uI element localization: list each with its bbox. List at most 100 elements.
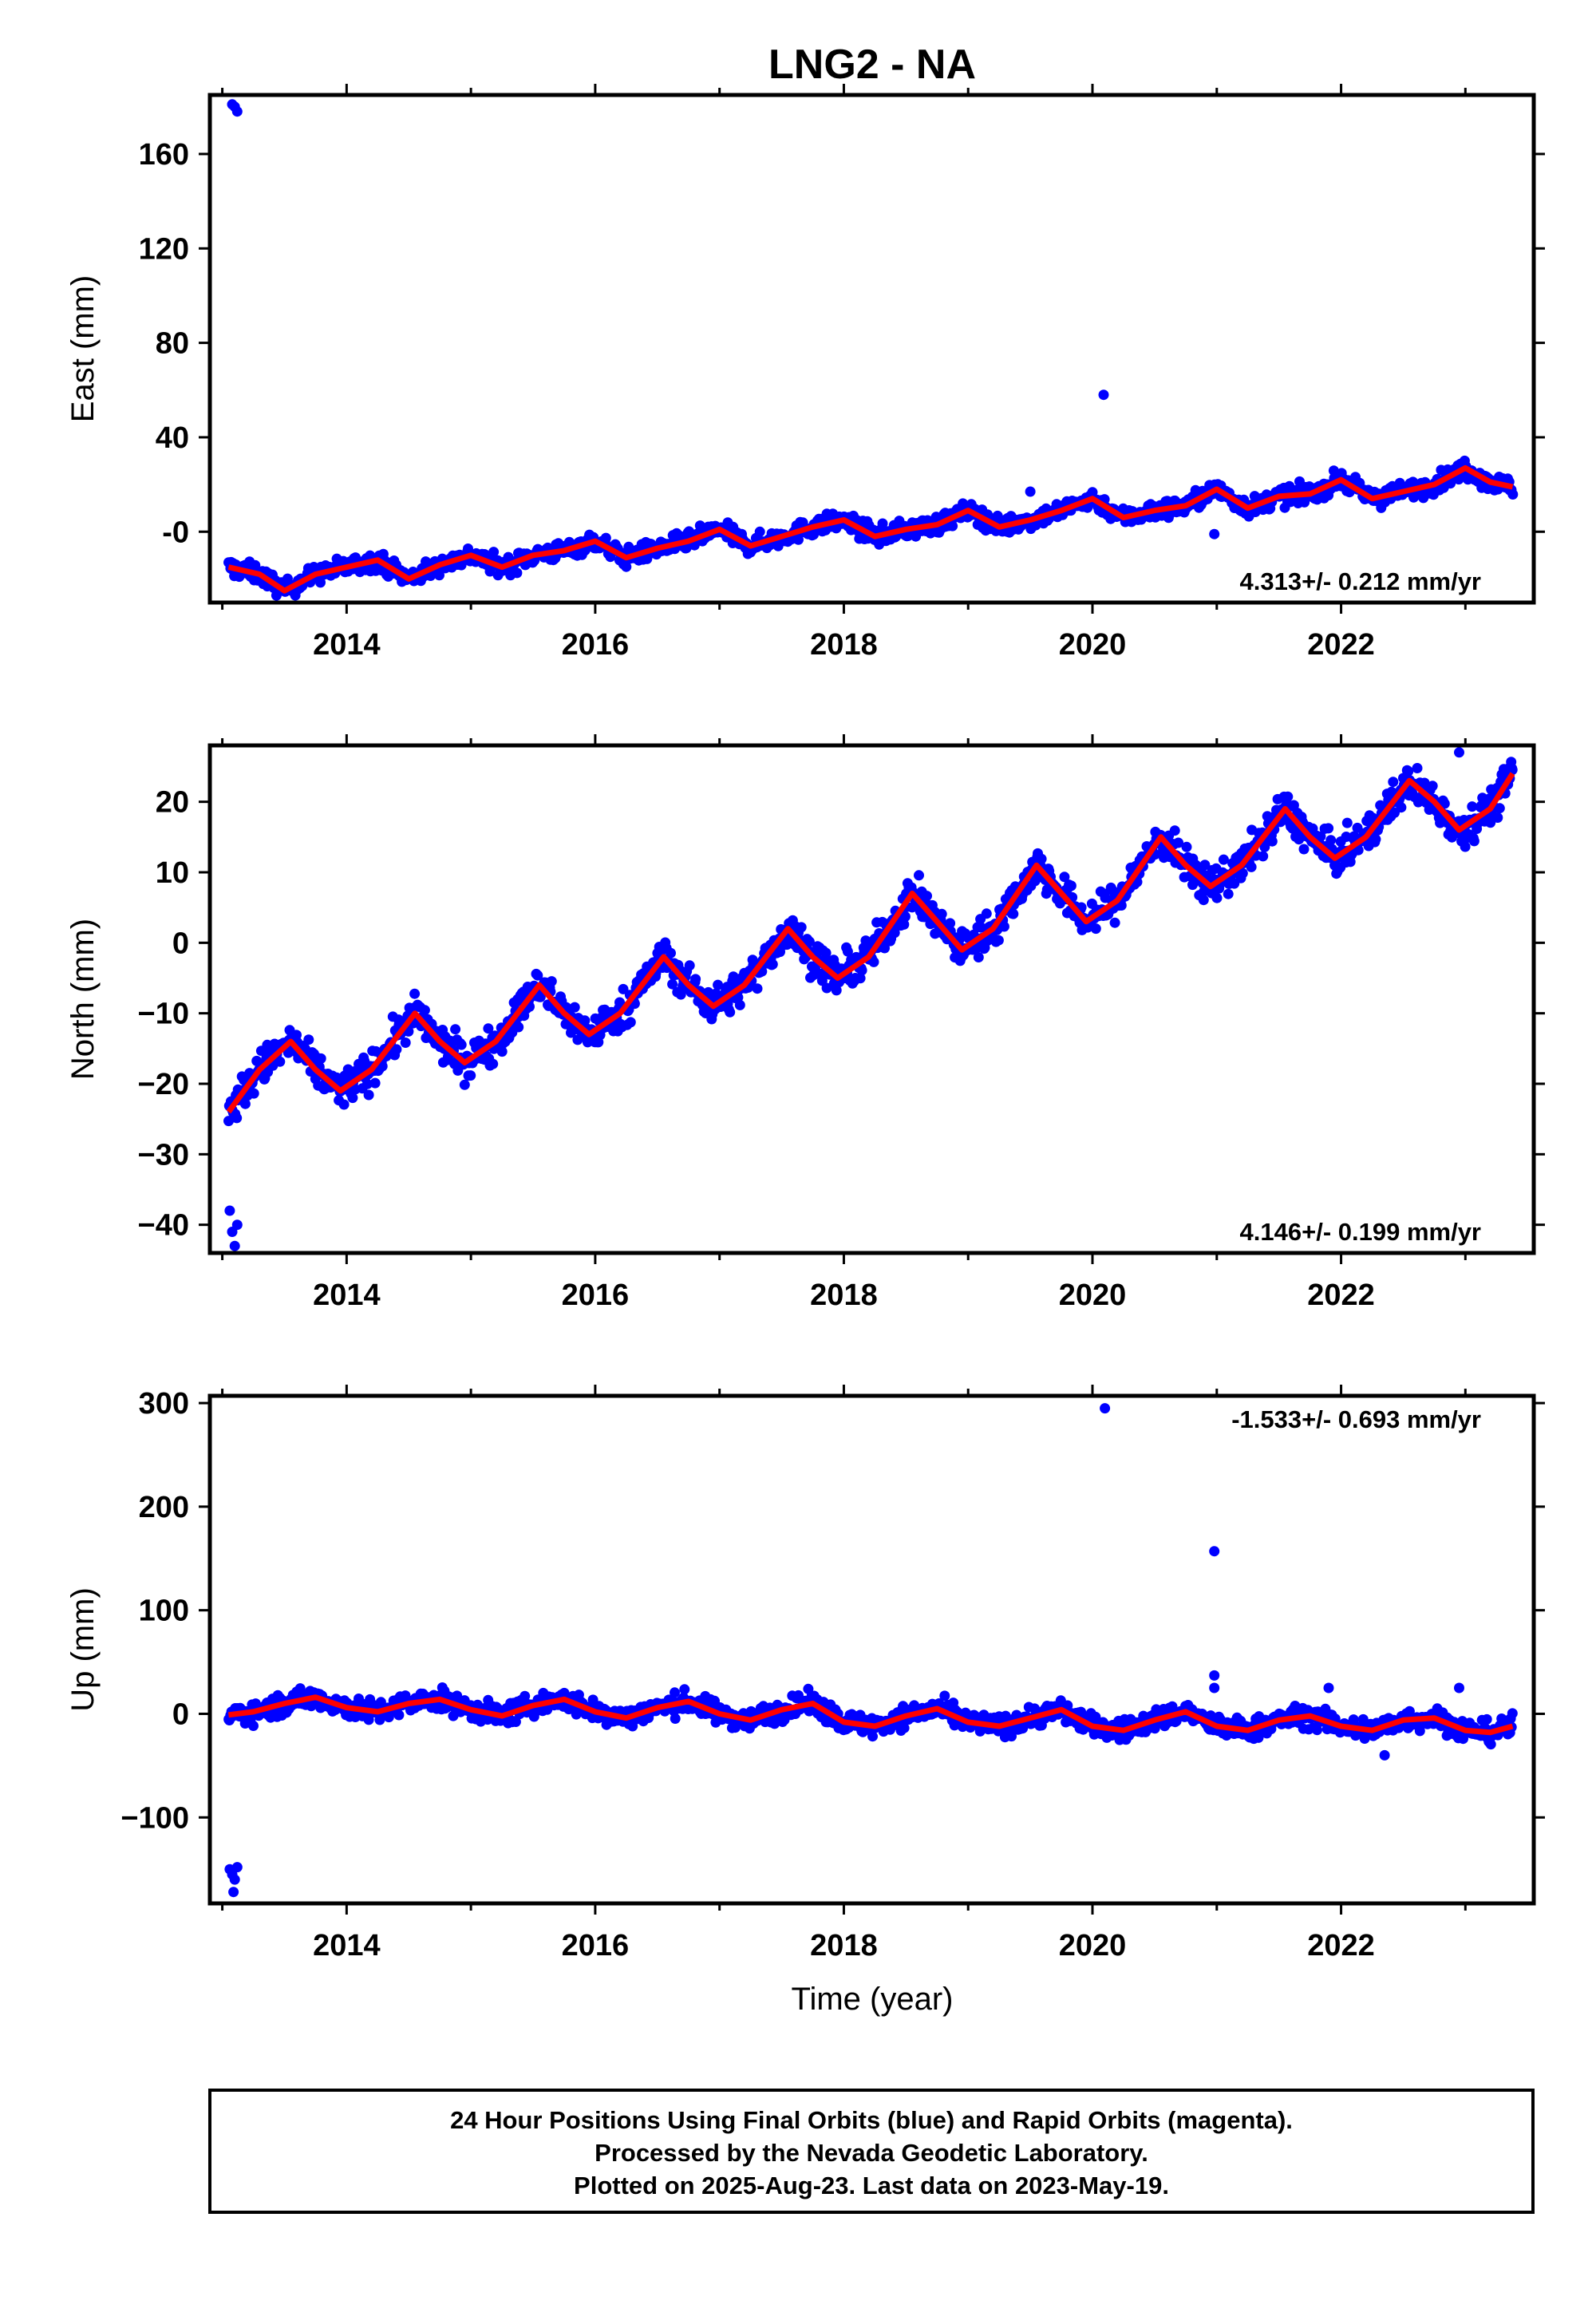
- data-point: [947, 520, 958, 532]
- x-tick-label: 2014: [313, 1279, 381, 1312]
- data-point: [831, 985, 842, 996]
- data-point: [1460, 841, 1471, 852]
- outlier-point: [1209, 1682, 1220, 1694]
- outlier-point: [229, 1874, 240, 1885]
- outlier-point: [229, 1240, 240, 1251]
- data-point: [1258, 851, 1269, 862]
- data-point: [488, 1058, 499, 1069]
- outlier-point: [1209, 528, 1220, 539]
- data-point: [679, 1684, 690, 1695]
- data-point: [1211, 892, 1223, 903]
- data-point: [1403, 766, 1414, 777]
- east-panel: -0 40 80 120 160 2014 2016 2018 2020 2022 East (mm…: [65, 84, 1545, 662]
- velocity-rate-label: -1.533+/- 0.693 mm/yr: [1231, 1405, 1481, 1433]
- data-points: [223, 1403, 1518, 1898]
- data-point: [1325, 835, 1337, 846]
- data-point: [670, 1713, 681, 1724]
- y-axis-label: Up (mm): [65, 1587, 101, 1712]
- x-tick-label: 2020: [1059, 1279, 1127, 1312]
- data-point: [1353, 844, 1364, 856]
- data-point: [239, 1098, 251, 1109]
- data-point: [338, 1099, 350, 1110]
- outlier-point: [231, 1862, 243, 1873]
- data-point: [1006, 1731, 1017, 1742]
- data-point: [1412, 763, 1423, 773]
- data-point: [889, 927, 900, 939]
- y-tick-label: −40: [138, 1209, 189, 1243]
- data-point: [618, 983, 629, 994]
- data-point: [488, 547, 500, 558]
- data-point: [1370, 834, 1381, 845]
- data-point: [976, 922, 986, 933]
- outlier-point: [1454, 1682, 1464, 1694]
- outlier-point: [231, 1219, 243, 1231]
- data-point: [456, 1039, 467, 1050]
- data-point: [939, 1690, 950, 1701]
- x-tick-label: 2018: [810, 1929, 878, 1962]
- data-point: [571, 1709, 582, 1720]
- data-point: [998, 921, 1009, 932]
- x-tick-label: 2018: [810, 628, 878, 662]
- y-tick-label: -0: [162, 516, 189, 549]
- data-point: [510, 1717, 521, 1727]
- velocity-rate-label: 4.146+/- 0.199 mm/yr: [1240, 1218, 1481, 1246]
- data-point: [690, 974, 701, 985]
- y-tick-label: 10: [156, 856, 189, 890]
- footer-box: 24 Hour Positions Using Final Orbits (bl…: [208, 2089, 1535, 2214]
- y-tick-label: −100: [120, 1801, 189, 1835]
- plot-area: [223, 747, 1518, 1251]
- data-point: [973, 952, 984, 962]
- data-point: [391, 1044, 402, 1055]
- data-point: [393, 1709, 405, 1721]
- plot-area: [223, 99, 1519, 601]
- data-point: [1341, 817, 1353, 828]
- y-tick-label: 160: [139, 138, 189, 172]
- data-point: [993, 935, 1004, 946]
- y-tick-label: 80: [156, 327, 189, 361]
- data-point: [981, 908, 992, 919]
- x-tick-label: 2020: [1059, 1929, 1127, 1962]
- data-point: [860, 935, 871, 947]
- data-point: [684, 960, 695, 971]
- y-tick-label: 0: [172, 927, 189, 960]
- data-point: [821, 982, 832, 994]
- x-tick-label: 2018: [810, 1279, 878, 1312]
- data-point: [793, 534, 804, 545]
- data-point: [1492, 812, 1503, 823]
- data-point: [1481, 1713, 1492, 1725]
- data-point: [1507, 1708, 1518, 1719]
- y-tick-label: 120: [139, 232, 189, 266]
- data-point: [914, 870, 924, 881]
- data-point: [625, 1017, 636, 1028]
- data-point: [867, 1731, 878, 1742]
- data-point: [1059, 871, 1070, 883]
- y-tick-label: 40: [156, 421, 189, 455]
- outlier-point: [1025, 486, 1036, 497]
- velocity-rate-label: 4.313+/- 0.212 mm/yr: [1240, 567, 1481, 595]
- data-point: [496, 1046, 508, 1057]
- outlier-point: [231, 106, 243, 117]
- north-panel: −40 −30 −20 −10 0 10 20 2014 2016 2018 2020 2022 Nor…: [65, 734, 1545, 1312]
- data-point: [600, 532, 611, 543]
- y-axis-label: East (mm): [65, 275, 101, 422]
- y-tick-label: −10: [138, 998, 189, 1031]
- data-point: [1173, 837, 1184, 848]
- data-point: [450, 1024, 461, 1035]
- data-point: [1315, 831, 1326, 842]
- data-point: [797, 517, 808, 528]
- data-point: [1485, 1739, 1496, 1750]
- footer-line: Plotted on 2025-Aug-23. Last data on 202…: [574, 2172, 1169, 2199]
- data-point: [315, 577, 326, 588]
- data-point: [666, 947, 676, 958]
- data-point: [248, 1721, 259, 1731]
- plot-area: [223, 1403, 1518, 1898]
- data-point: [512, 567, 523, 579]
- footer-line: 24 Hour Positions Using Final Orbits (bl…: [450, 2106, 1293, 2134]
- data-point: [725, 1006, 736, 1018]
- y-tick-label: 100: [139, 1595, 189, 1628]
- data-point: [465, 1070, 476, 1081]
- x-tick-label: 2014: [313, 628, 381, 662]
- data-point: [250, 559, 261, 571]
- data-points: [223, 747, 1518, 1251]
